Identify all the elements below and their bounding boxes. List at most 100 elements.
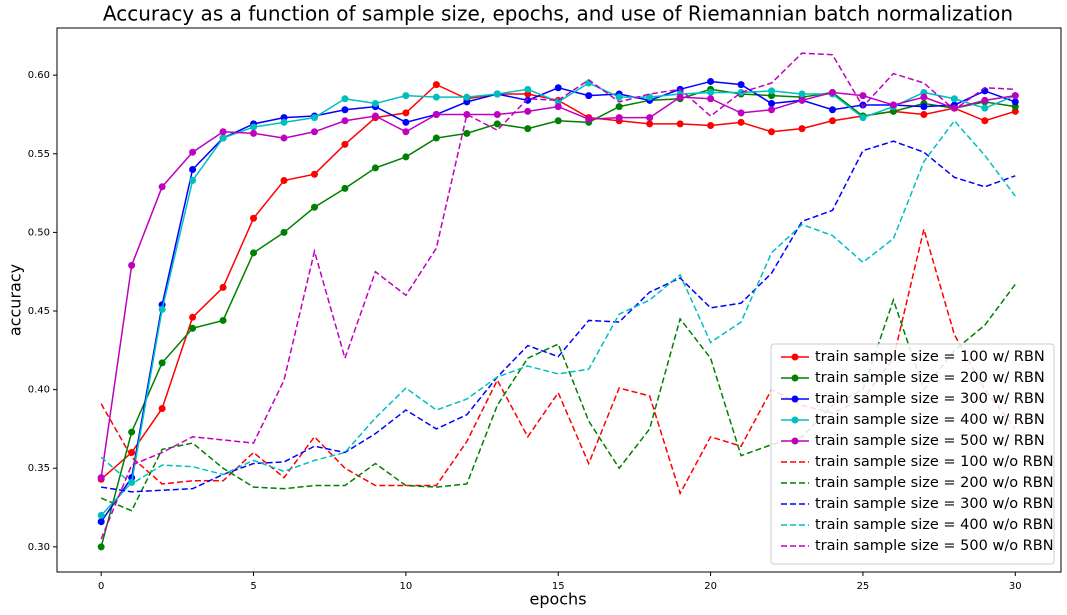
data-point — [250, 129, 258, 137]
data-point — [737, 118, 745, 126]
x-tick-label: 0 — [98, 581, 104, 592]
legend-label: train sample size = 500 w/ RBN — [815, 433, 1045, 449]
data-point — [646, 93, 654, 101]
x-axis-label: epochs — [529, 590, 586, 609]
y-tick-label: 0.35 — [28, 463, 50, 474]
data-point — [768, 106, 776, 114]
data-point — [920, 110, 928, 118]
data-point — [737, 88, 745, 96]
data-point — [615, 93, 623, 101]
legend-label: train sample size = 100 w/ RBN — [815, 349, 1045, 365]
series-line — [100, 119, 1016, 485]
data-point — [768, 99, 776, 107]
data-point — [310, 170, 318, 178]
x-tick-label: 15 — [552, 581, 565, 592]
data-point — [493, 90, 501, 98]
data-point — [646, 120, 654, 128]
x-tick-label: 30 — [1009, 581, 1022, 592]
legend-label: train sample size = 200 w/o RBN — [815, 475, 1054, 491]
legend-box — [770, 343, 1055, 565]
data-point — [950, 104, 958, 112]
data-point — [128, 261, 136, 269]
data-point — [97, 511, 105, 519]
data-point — [250, 249, 258, 257]
data-point — [402, 118, 410, 126]
data-point — [554, 117, 562, 125]
legend-marker — [791, 437, 799, 445]
x-tick-label: 20 — [704, 581, 717, 592]
data-point — [158, 305, 166, 313]
data-point — [189, 166, 197, 174]
data-point — [97, 543, 105, 551]
chart-title: Accuracy as a function of sample size, e… — [103, 2, 1013, 26]
data-point — [554, 103, 562, 111]
legend-label: train sample size = 500 w/o RBN — [815, 538, 1054, 554]
data-point — [341, 140, 349, 148]
data-point — [493, 110, 501, 118]
data-point — [859, 114, 867, 122]
data-point — [219, 128, 227, 136]
y-tick-label: 0.40 — [28, 385, 50, 396]
data-point — [189, 177, 197, 185]
data-point — [280, 177, 288, 185]
data-point — [250, 123, 258, 131]
data-point — [341, 117, 349, 125]
data-point — [280, 228, 288, 236]
data-point — [219, 283, 227, 291]
data-point — [310, 203, 318, 211]
data-point — [676, 120, 684, 128]
data-point — [189, 148, 197, 156]
data-point — [768, 87, 776, 95]
y-tick-label: 0.45 — [28, 306, 50, 317]
data-point — [1011, 92, 1019, 100]
data-point — [615, 103, 623, 111]
data-point — [768, 128, 776, 136]
data-point — [432, 134, 440, 142]
data-point — [524, 85, 532, 93]
data-point — [828, 88, 836, 96]
data-point — [981, 104, 989, 112]
data-point — [463, 93, 471, 101]
data-point — [798, 125, 806, 133]
data-point — [707, 77, 715, 85]
data-point — [585, 92, 593, 100]
data-point — [524, 125, 532, 133]
data-point — [432, 110, 440, 118]
data-point — [707, 88, 715, 96]
data-point — [798, 90, 806, 98]
data-point — [158, 359, 166, 367]
data-point — [859, 101, 867, 109]
data-point — [128, 478, 136, 486]
data-point — [219, 316, 227, 324]
data-point — [432, 81, 440, 89]
y-tick-label: 0.55 — [28, 149, 50, 160]
y-tick-label: 0.50 — [28, 227, 50, 238]
data-point — [280, 134, 288, 142]
legend-marker — [791, 416, 799, 424]
legend-label: train sample size = 400 w/ RBN — [815, 412, 1045, 428]
data-point — [371, 164, 379, 172]
data-point — [97, 518, 105, 526]
data-point — [341, 106, 349, 114]
data-point — [707, 121, 715, 129]
legend-label: train sample size = 300 w/ RBN — [815, 391, 1045, 407]
series-line — [100, 52, 1016, 540]
x-tick-label: 25 — [857, 581, 870, 592]
series-line — [101, 140, 1016, 493]
data-point — [615, 114, 623, 122]
legend-marker — [791, 353, 799, 361]
data-point — [341, 184, 349, 192]
x-tick-label: 10 — [400, 581, 413, 592]
legend-marker — [791, 395, 799, 403]
data-point — [97, 474, 105, 482]
data-point — [310, 114, 318, 122]
data-point — [341, 95, 349, 103]
data-point — [219, 134, 227, 142]
data-point — [585, 115, 593, 123]
data-point — [371, 112, 379, 120]
data-point — [859, 92, 867, 100]
legend-label: train sample size = 200 w/ RBN — [815, 370, 1045, 386]
data-point — [554, 84, 562, 92]
data-point — [828, 106, 836, 114]
